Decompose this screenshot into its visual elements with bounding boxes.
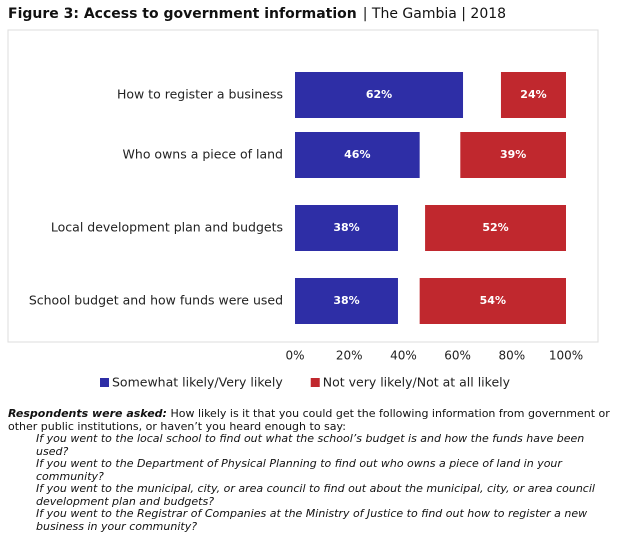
legend-swatch xyxy=(100,378,109,387)
note-label: Respondents were asked: xyxy=(8,407,167,420)
legend-label: Not very likely/Not at all likely xyxy=(323,375,511,390)
bar xyxy=(460,132,566,178)
bar xyxy=(500,72,566,118)
bar xyxy=(295,205,398,251)
chart: Figure 3: Access to government informati… xyxy=(7,6,599,390)
x-tick-label: 20% xyxy=(336,349,363,363)
value-label: 38% xyxy=(333,294,359,307)
chart-frame xyxy=(7,29,599,343)
legend-label: Somewhat likely/Very likely xyxy=(112,375,283,390)
value-label: 52% xyxy=(482,221,508,234)
category-label: Who owns a piece of land xyxy=(123,147,283,162)
note: Respondents were asked: How likely is it… xyxy=(8,407,613,533)
bar xyxy=(295,278,398,324)
bar xyxy=(295,72,464,118)
category-label: School budget and how funds were used xyxy=(29,293,283,308)
x-tick-label: 60% xyxy=(444,349,471,363)
question: If you went to the local school to find … xyxy=(36,432,585,458)
question: If you went to the Department of Physica… xyxy=(36,457,562,483)
x-tick-label: 0% xyxy=(285,349,304,363)
bar xyxy=(425,205,566,251)
category-label: Local development plan and budgets xyxy=(51,220,283,235)
question: If you went to the municipal, city, or a… xyxy=(36,482,595,508)
category-label: How to register a business xyxy=(117,87,283,102)
question: If you went to the Registrar of Companie… xyxy=(36,507,588,533)
bar xyxy=(295,132,420,178)
questions: If you went to the local school to find … xyxy=(8,432,613,533)
legend-swatch xyxy=(310,378,320,387)
value-label: 24% xyxy=(520,88,546,101)
title: Figure 3: Access to government informati… xyxy=(8,6,357,22)
value-label: 46% xyxy=(344,148,370,161)
note-text: Respondents were asked: How likely is it… xyxy=(8,407,613,433)
x-tick-label: 100% xyxy=(549,349,583,363)
x-tick-label: 40% xyxy=(390,349,417,363)
value-label: 54% xyxy=(480,294,506,307)
x-tick-label: 80% xyxy=(498,349,525,363)
value-label: 39% xyxy=(500,148,526,161)
note-body: How likely is it that you could get the … xyxy=(8,407,610,433)
value-label: 38% xyxy=(333,221,359,234)
bar xyxy=(419,278,566,324)
subtitle: | The Gambia | 2018 xyxy=(363,6,506,22)
value-label: 62% xyxy=(366,88,392,101)
chart-title: Figure 3: Access to government informati… xyxy=(8,6,506,22)
